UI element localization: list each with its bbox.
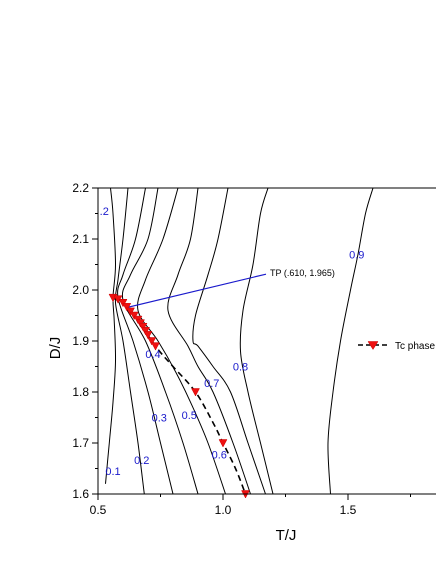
tc-phase-markers <box>108 293 250 499</box>
y-tick-label: 1.7 <box>72 436 89 450</box>
tc-marker <box>138 322 148 332</box>
contour-label: 0.1 <box>105 466 120 478</box>
tc-marker <box>143 331 153 340</box>
tc-marker <box>122 303 132 312</box>
tc-marker <box>218 439 228 448</box>
axis-ticks: 0.5 1.0 1.5 1.6 1.7 1.8 1.9 2.0 2.1 2.2 <box>72 181 411 517</box>
y-tick-label: 2.2 <box>72 181 89 195</box>
x-tick-label: 0.5 <box>90 503 107 517</box>
contour-line-0p1 <box>105 188 117 484</box>
y-tick-label: 1.9 <box>72 334 89 348</box>
tc-marker <box>151 342 160 351</box>
x-tick-label: 1.0 <box>215 503 232 517</box>
x-axis-title: T/J <box>276 527 297 544</box>
tc-marker <box>147 337 157 346</box>
contour-label: 0.9 <box>349 249 364 261</box>
contour-label: 0.4 <box>145 349 160 361</box>
contour-line-0p9 <box>327 188 374 494</box>
tc-marker <box>191 388 200 397</box>
tc-marker <box>129 311 139 321</box>
tc-marker <box>126 307 135 316</box>
y-axis-title: D/J <box>47 337 64 360</box>
contour-label: 0.7 <box>204 378 219 390</box>
contour-line-0p6 <box>167 188 251 494</box>
legend-marker-swatch <box>367 341 379 350</box>
legend-entry: Tc phase l <box>395 341 436 352</box>
y-tick-label: 2.0 <box>72 283 89 297</box>
contour-line-0p5 <box>137 188 226 494</box>
contour-label: 0.8 <box>233 362 248 374</box>
contour-label: 0.2 <box>134 455 149 467</box>
annotation-text: TP (.610, 1.965) <box>270 268 335 278</box>
phase-boundary-dashed <box>112 296 247 494</box>
contour-line-0p7 <box>192 188 266 494</box>
y-tick-label: 1.8 <box>72 385 89 399</box>
y-tick-label: 2.1 <box>72 232 89 246</box>
y-tick-label: 1.6 <box>72 487 89 501</box>
contour-line-0p2 <box>114 188 145 494</box>
annotation-leader-line <box>125 273 267 309</box>
tc-marker <box>141 327 150 336</box>
contour-line-0p8 <box>239 188 274 494</box>
contour-labels: 0.1 0.2 0.3 0.4 0.5 0.6 0.7 0.8 0.9 .2 <box>100 206 365 478</box>
tc-marker <box>118 299 128 308</box>
legend: Tc phase l <box>358 341 436 352</box>
x-tick-label: 1.5 <box>340 503 357 517</box>
contour-line-0p3 <box>117 188 174 494</box>
contour-label: .2 <box>100 206 109 218</box>
contour-line-0p4 <box>121 188 199 494</box>
contour-label: 0.5 <box>182 410 197 422</box>
triple-point-annotation: TP (.610, 1.965) <box>125 268 335 309</box>
contour-lines <box>105 188 374 494</box>
contour-label: 0.6 <box>212 450 227 462</box>
dashed-phase-line <box>112 296 247 494</box>
contour-label: 0.3 <box>152 413 167 425</box>
